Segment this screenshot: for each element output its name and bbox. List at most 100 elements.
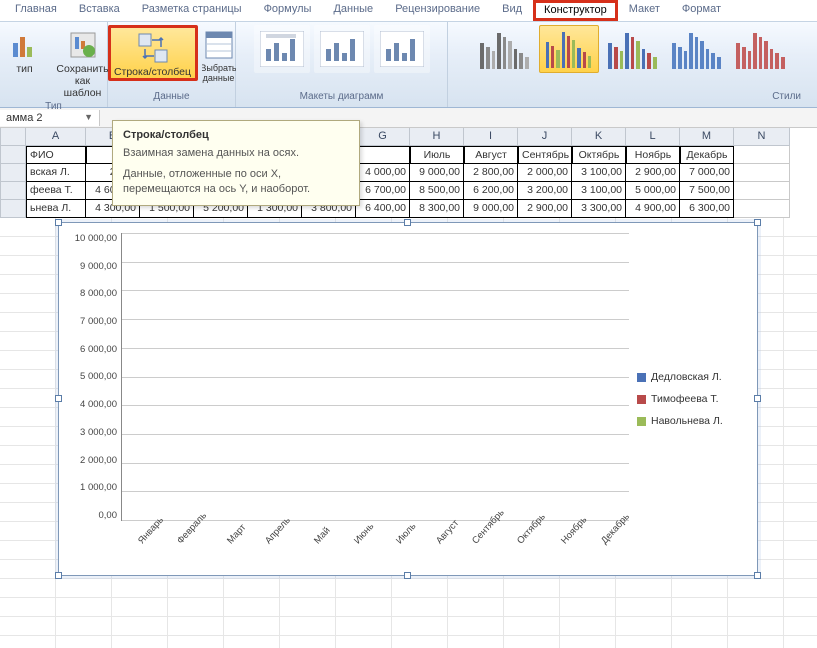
ribbon-tab[interactable]: Формат [671,0,732,21]
cell[interactable]: 3 100,00 [572,164,626,182]
cell[interactable]: вская Л. [26,164,86,182]
cell[interactable]: 3 200,00 [518,182,572,200]
cell[interactable]: 8 300,00 [410,200,464,218]
chart-style-option[interactable] [603,25,663,73]
cell[interactable]: 2 800,00 [464,164,518,182]
cell[interactable] [734,182,790,200]
cell[interactable]: 5 000,00 [626,182,680,200]
cell[interactable]: 6 700,00 [356,182,410,200]
cell[interactable]: 2 000,00 [518,164,572,182]
change-chart-type-button[interactable]: тип [0,25,52,75]
cell[interactable]: 3 300,00 [572,200,626,218]
cell[interactable]: ьнева Л. [26,200,86,218]
cell[interactable]: Июль [410,146,464,164]
x-tick-label: Май [290,521,332,569]
ribbon-tab[interactable]: Главная [4,0,68,21]
save-as-template-button[interactable]: Сохранить как шаблон [56,25,110,99]
cell[interactable] [734,164,790,182]
chart-layout-option[interactable] [314,25,370,73]
group-label: Тип [45,99,62,114]
cell[interactable]: 4 900,00 [626,200,680,218]
x-tick-label: Март [206,521,248,569]
x-tick-label: Декабрь [587,521,629,569]
row-header[interactable] [0,164,26,182]
ribbon-group-data: Строка/столбец Выбрать данные Данные [108,22,236,107]
row-header[interactable] [0,182,26,200]
cell[interactable]: Август [464,146,518,164]
column-header[interactable]: J [518,128,572,146]
chart-layout-option[interactable] [374,25,430,73]
cell[interactable]: Сентябрь [518,146,572,164]
row-header[interactable] [0,146,26,164]
ribbon-group-styles: Стили [448,22,817,107]
cell[interactable]: 9 000,00 [464,200,518,218]
cell[interactable]: 7 500,00 [680,182,734,200]
cell[interactable]: 7 000,00 [680,164,734,182]
cell[interactable]: 6 200,00 [464,182,518,200]
column-header[interactable]: L [626,128,680,146]
legend-item[interactable]: Дедловская Л. [637,371,747,383]
ribbon-tab[interactable]: Вставка [68,0,131,21]
legend-label: Навольнева Л. [651,415,723,427]
y-tick-label: 5 000,00 [80,371,117,382]
cell[interactable]: Ноябрь [626,146,680,164]
y-tick-label: 1 000,00 [80,482,117,493]
ribbon-tab[interactable]: Вид [491,0,533,21]
column-header[interactable]: I [464,128,518,146]
plot-area[interactable]: ЯнварьФевральМартАпрельМайИюньИюльАвгуст… [121,229,629,569]
cell[interactable]: Декабрь [680,146,734,164]
group-label: Макеты диаграмм [300,89,384,104]
worksheet: ABCDEFGHIJKLMN ФИОИюльАвгустСентябрьОктя… [0,128,817,648]
chart-object[interactable]: 10 000,009 000,008 000,007 000,006 000,0… [58,222,758,576]
cell[interactable]: Октябрь [572,146,626,164]
grid-area[interactable]: 10 000,009 000,008 000,007 000,006 000,0… [0,218,817,648]
dropdown-arrow-icon[interactable]: ▼ [84,112,93,122]
y-tick-label: 0,00 [99,510,118,521]
cell[interactable]: 2 900,00 [518,200,572,218]
cell[interactable] [734,200,790,218]
column-header[interactable]: A [26,128,86,146]
ribbon-tab[interactable]: Формулы [253,0,323,21]
cell[interactable]: 6 300,00 [680,200,734,218]
legend-item[interactable]: Тимофеева Т. [637,393,747,405]
group-label: Стили [772,89,801,104]
cell[interactable]: 4 000,00 [356,164,410,182]
legend-item[interactable]: Навольнева Л. [637,415,747,427]
x-tick-label: Сентябрь [460,521,503,569]
chart-layout-option[interactable] [254,25,310,73]
ribbon-tab[interactable]: Макет [618,0,671,21]
ribbon-tab[interactable]: Конструктор [533,0,618,21]
x-tick-label: Февраль [163,521,205,569]
ribbon-tab[interactable]: Данные [322,0,384,21]
cell[interactable]: 9 000,00 [410,164,464,182]
switch-row-column-button[interactable]: Строка/столбец [108,25,198,81]
ribbon-tab[interactable]: Рецензирование [384,0,491,21]
y-tick-label: 3 000,00 [80,427,117,438]
legend[interactable]: Дедловская Л. Тимофеева Т. Навольнева Л. [629,229,747,569]
chart-style-option[interactable] [667,25,727,73]
cell[interactable]: 6 400,00 [356,200,410,218]
column-header[interactable]: M [680,128,734,146]
chart-style-option[interactable] [731,25,791,73]
cell[interactable]: ФИО [26,146,86,164]
x-tick-label: Август [417,521,459,569]
ribbon-tab[interactable]: Разметка страницы [131,0,253,21]
chart-style-option[interactable] [475,25,535,73]
x-tick-label: Июль [375,521,417,569]
cell[interactable]: 3 100,00 [572,182,626,200]
row-header[interactable] [0,200,26,218]
x-axis: ЯнварьФевральМартАпрельМайИюньИюльАвгуст… [121,521,629,569]
chart-style-option[interactable] [539,25,599,73]
column-header[interactable]: K [572,128,626,146]
cell[interactable]: 8 500,00 [410,182,464,200]
column-header[interactable]: H [410,128,464,146]
cell[interactable]: 2 900,00 [626,164,680,182]
cell[interactable] [356,146,410,164]
legend-swatch [637,373,646,382]
select-data-button[interactable]: Выбрать данные [202,25,236,84]
column-header[interactable]: N [734,128,790,146]
cell[interactable] [734,146,790,164]
y-tick-label: 8 000,00 [80,288,117,299]
column-header[interactable]: G [356,128,410,146]
cell[interactable]: феева Т. [26,182,86,200]
